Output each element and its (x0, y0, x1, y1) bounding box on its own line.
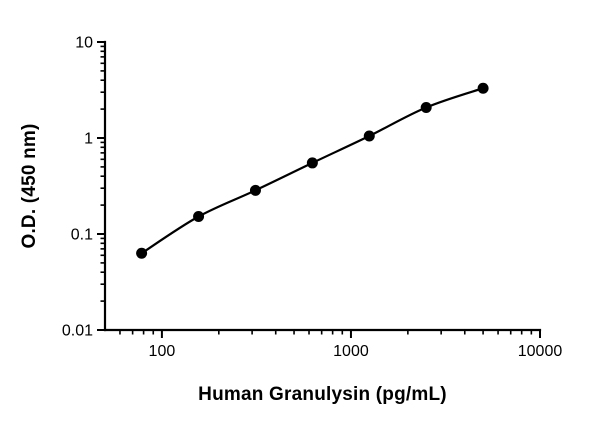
curve-line (140, 87, 484, 255)
data-point (477, 82, 489, 94)
y-tick-label: 0.01 (62, 323, 93, 340)
y-tick-label: 1 (84, 131, 93, 148)
y-tick-label: 0.1 (71, 227, 93, 244)
x-tick-label: 100 (149, 343, 176, 360)
y-tick-label: 10 (75, 35, 93, 52)
data-point (306, 157, 318, 169)
y-axis-title: O.D. (450 nm) (19, 123, 40, 249)
data-point (136, 247, 148, 259)
data-point (249, 184, 261, 196)
x-axis-title: Human Granulysin (pg/mL) (198, 384, 447, 405)
data-point (193, 211, 205, 223)
x-tick-label: 1000 (333, 343, 369, 360)
data-point (363, 130, 375, 142)
data-point (420, 101, 432, 113)
x-tick-label: 10000 (518, 343, 563, 360)
